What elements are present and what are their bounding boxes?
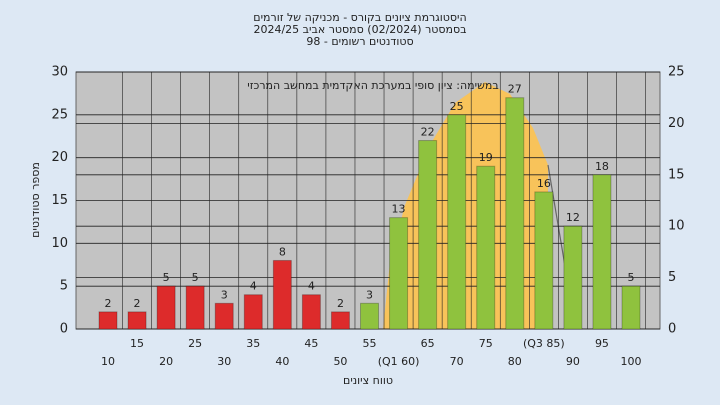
x-tick-label: 45 — [304, 337, 318, 350]
x-tick-label: 30 — [217, 355, 231, 368]
bar — [447, 114, 467, 330]
data-label: 3 — [221, 288, 228, 301]
bar — [476, 165, 496, 330]
chart-title: סטודנטים רשומים - 98 — [306, 35, 413, 48]
y-tick-label: 25 — [51, 107, 68, 122]
bar — [505, 97, 525, 330]
y2-tick-label: 5 — [668, 270, 676, 285]
x-tick-label: 15 — [130, 337, 144, 350]
curve-tail — [547, 164, 567, 273]
data-label: 8 — [279, 245, 286, 258]
bar — [621, 285, 641, 330]
y-tick-label: 20 — [51, 150, 68, 165]
data-label: 2 — [134, 297, 141, 310]
data-label: 2 — [337, 297, 344, 310]
bar — [534, 191, 554, 330]
bar — [185, 285, 205, 330]
y2-tick-label: 10 — [668, 219, 685, 234]
bar — [301, 294, 321, 330]
data-label: 4 — [308, 280, 315, 293]
data-label: 5 — [628, 271, 635, 284]
data-label: 5 — [163, 271, 170, 284]
x-tick-label: (Q3 85) — [523, 337, 565, 350]
y-tick-label: 30 — [51, 65, 68, 80]
bar — [98, 311, 118, 330]
data-label: 19 — [479, 151, 493, 164]
x-axis-label: טווח ציונים — [343, 374, 393, 387]
data-label: 16 — [537, 177, 551, 190]
chart-title: בסמסטר (02/2024) סמסטר אביב 2024/25 — [253, 23, 466, 36]
x-tick-label: (Q1 60) — [378, 355, 420, 368]
x-tick-label: 35 — [246, 337, 260, 350]
data-label: 18 — [595, 160, 609, 173]
data-label: 22 — [421, 126, 435, 139]
data-label: 27 — [508, 83, 522, 96]
bar — [563, 225, 583, 330]
x-tick-label: 20 — [159, 355, 173, 368]
data-label: 2 — [105, 297, 112, 310]
y2-tick-label: 15 — [668, 167, 685, 182]
y2-tick-label: 0 — [668, 322, 676, 337]
x-tick-label: 100 — [621, 355, 642, 368]
bar — [214, 302, 234, 330]
y-tick-label: 10 — [51, 236, 68, 251]
data-label: 4 — [250, 280, 257, 293]
x-tick-label: 75 — [479, 337, 493, 350]
x-tick-label: 40 — [275, 355, 289, 368]
data-label: 25 — [450, 100, 464, 113]
data-label: 3 — [366, 288, 373, 301]
x-tick-label: 90 — [566, 355, 580, 368]
x-tick-label: 50 — [333, 355, 347, 368]
chart-title: היסטוגרמת ציונים בקורס - מכניקה של זורמי… — [253, 11, 466, 24]
annotation: במשימה: ציון סופי במערכת האקדמית במחשב ה… — [247, 79, 498, 92]
x-tick-label: 55 — [363, 337, 377, 350]
bar — [127, 311, 147, 330]
y2-tick-label: 25 — [668, 65, 685, 80]
bar — [592, 174, 612, 330]
bar — [330, 311, 350, 330]
data-label: 5 — [192, 271, 199, 284]
bar — [156, 285, 176, 330]
x-tick-label: 80 — [508, 355, 522, 368]
y-axis-label: מספר סטודנטים — [29, 162, 42, 238]
x-tick-label: 95 — [595, 337, 609, 350]
x-tick-label: 70 — [450, 355, 464, 368]
x-tick-label: 10 — [101, 355, 115, 368]
x-tick-label: 65 — [421, 337, 435, 350]
data-label: 13 — [392, 203, 406, 216]
bar — [272, 259, 292, 330]
bar — [418, 140, 438, 330]
y2-tick-label: 20 — [668, 116, 685, 131]
y-tick-label: 0 — [60, 322, 68, 337]
x-tick-label: 25 — [188, 337, 202, 350]
bar — [360, 302, 379, 330]
bar — [389, 217, 409, 330]
y-tick-label: 5 — [60, 279, 68, 294]
y-tick-label: 15 — [51, 193, 68, 208]
data-label: 12 — [566, 211, 580, 224]
bar — [243, 294, 263, 330]
